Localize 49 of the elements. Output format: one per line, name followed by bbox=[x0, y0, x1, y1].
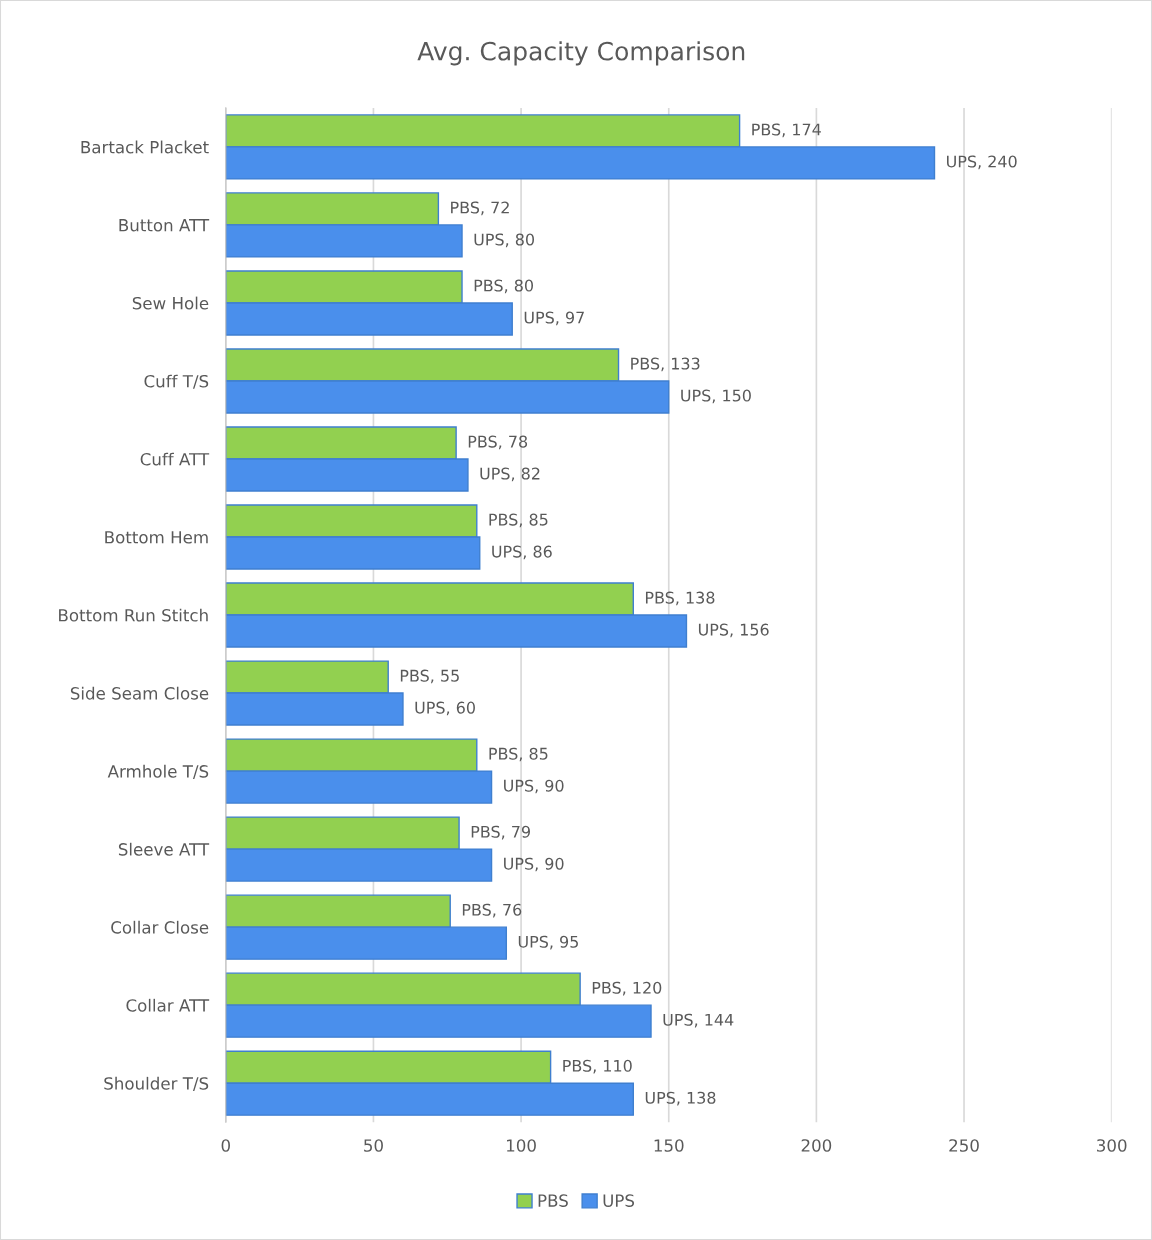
data-label: UPS, 60 bbox=[415, 701, 475, 716]
y-tick-label: Collar Close bbox=[111, 920, 209, 934]
data-label: PBS, 78 bbox=[468, 435, 528, 450]
data-label: PBS, 85 bbox=[489, 747, 548, 762]
y-tick-label: Button ATT bbox=[119, 219, 210, 232]
data-label: UPS, 150 bbox=[681, 389, 751, 404]
data-label: UPS, 156 bbox=[698, 623, 769, 638]
y-tick-label: Shoulder T/S bbox=[104, 1076, 209, 1092]
data-label: PBS, 85 bbox=[489, 513, 548, 528]
x-tick-label: 300 bbox=[1097, 1139, 1127, 1152]
y-tick-label: Cuff ATT bbox=[140, 452, 210, 466]
y-tick-label: Armhole T/S bbox=[107, 764, 209, 779]
data-label: UPS, 97 bbox=[524, 311, 584, 326]
x-tick-label: 150 bbox=[654, 1139, 684, 1152]
y-tick-label: Cuff T/S bbox=[144, 374, 209, 389]
data-label: PBS, 133 bbox=[631, 357, 700, 372]
y-tick-label: Bottom Run Stitch bbox=[59, 608, 208, 622]
data-label: PBS, 76 bbox=[462, 903, 522, 918]
legend-label: UPS bbox=[603, 1194, 635, 1207]
data-label: UPS, 144 bbox=[663, 1013, 734, 1028]
data-label: PBS, 55 bbox=[400, 669, 459, 684]
y-tick-label: Sleeve ATT bbox=[118, 842, 210, 856]
data-label: UPS, 82 bbox=[480, 467, 540, 482]
data-label: UPS, 240 bbox=[947, 155, 1017, 170]
data-label: UPS, 95 bbox=[518, 935, 578, 950]
x-tick-label: 50 bbox=[364, 1139, 383, 1152]
y-tick-label: Bartack Placket bbox=[81, 140, 209, 154]
data-label: UPS, 86 bbox=[492, 545, 552, 560]
chart-title: Avg. Capacity Comparison bbox=[417, 41, 745, 66]
data-label: PBS, 110 bbox=[563, 1059, 632, 1074]
x-tick-label: 250 bbox=[949, 1139, 979, 1152]
data-label: PBS, 80 bbox=[474, 279, 534, 294]
data-label: PBS, 72 bbox=[451, 201, 509, 216]
data-label: PBS, 138 bbox=[645, 591, 715, 606]
y-tick-label: Sew Hole bbox=[132, 296, 209, 310]
data-label: UPS, 90 bbox=[504, 779, 564, 794]
data-label: UPS, 90 bbox=[504, 857, 564, 872]
y-tick-label: Bottom Hem bbox=[105, 531, 208, 544]
data-label: PBS, 79 bbox=[471, 825, 530, 840]
legend-label: PBS bbox=[538, 1194, 568, 1207]
data-label: PBS, 120 bbox=[592, 981, 662, 996]
data-label: UPS, 138 bbox=[645, 1091, 716, 1106]
data-label: UPS, 80 bbox=[474, 233, 535, 248]
y-tick-label: Collar ATT bbox=[126, 998, 210, 1012]
y-tick-label: Side Seam Close bbox=[70, 686, 209, 700]
x-tick-label: 200 bbox=[801, 1139, 832, 1152]
data-label: PBS, 174 bbox=[752, 123, 821, 138]
x-tick-label: 0 bbox=[221, 1139, 230, 1152]
x-tick-label: 100 bbox=[507, 1139, 536, 1152]
